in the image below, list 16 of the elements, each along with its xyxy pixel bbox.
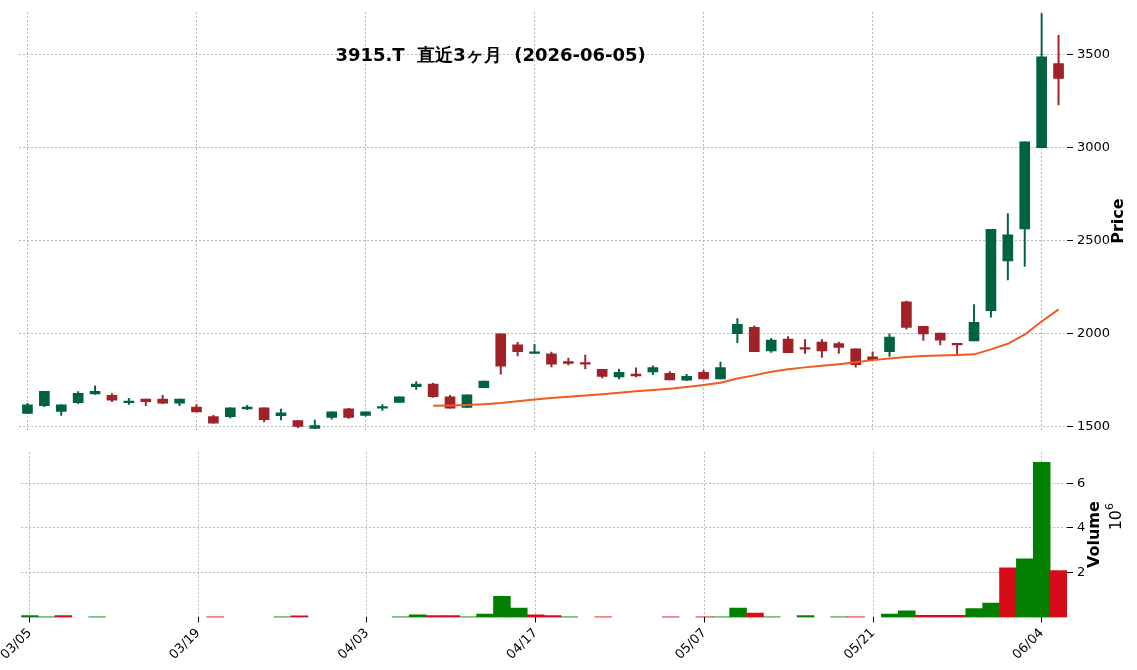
- y-tick-label: 2: [1077, 564, 1086, 580]
- y-tick-label: 3000: [1077, 139, 1111, 155]
- y-tick-label: 4: [1077, 519, 1086, 535]
- text: 3915.T 直近3ヶ月 (2026-06-05): [335, 43, 646, 65]
- y-tick-label: 2500: [1077, 231, 1111, 247]
- y-tick-label: 3500: [1077, 46, 1111, 62]
- text: 106: [1103, 502, 1126, 531]
- bar: [796, 615, 815, 618]
- y-tick-label: 1500: [1077, 417, 1111, 433]
- y-tick-label: 2000: [1077, 324, 1111, 340]
- y-axis-title: Price: [1108, 198, 1128, 244]
- bar: [54, 615, 73, 618]
- bar: [1049, 570, 1067, 618]
- bar: [999, 567, 1017, 618]
- y-tick-label: 6: [1077, 474, 1086, 490]
- y-axis-title: Volume: [1084, 501, 1104, 569]
